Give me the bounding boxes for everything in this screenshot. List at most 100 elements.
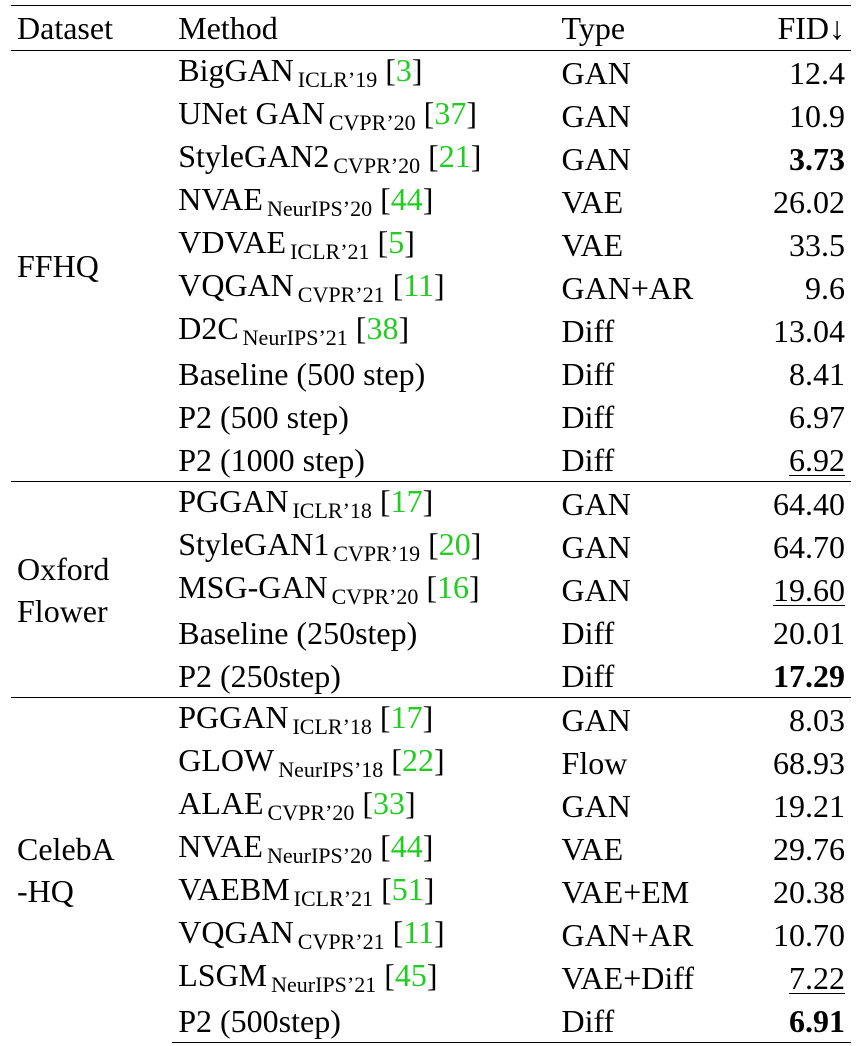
fid-value: 20.38 [773, 873, 845, 910]
fid-value: 10.9 [789, 97, 845, 134]
citation[interactable]: [45] [384, 957, 438, 993]
citation[interactable]: [5] [377, 224, 415, 260]
type-cell: GAN+AR [561, 269, 694, 306]
citation[interactable]: [37] [423, 95, 477, 131]
dataset-name: -HQ [17, 873, 74, 910]
citation-number[interactable]: 16 [437, 569, 470, 605]
citation-number[interactable]: 45 [394, 957, 427, 993]
citation-number[interactable]: 20 [438, 526, 471, 562]
citation-number[interactable]: 33 [372, 785, 405, 821]
fid-value: 12.4 [789, 54, 845, 91]
venue-subscript: NeurIPS’21 [242, 325, 348, 350]
citation-number[interactable]: 22 [401, 742, 434, 778]
citation[interactable]: [51] [381, 871, 435, 907]
method-cell: Baseline (250step) [172, 611, 561, 654]
fid-value: 8.41 [789, 355, 845, 392]
header-type: Type [561, 5, 748, 51]
table-row: P2 (500 step) Diff 6.97 [11, 395, 851, 438]
venue-subscript: NeurIPS’18 [278, 757, 384, 782]
fid-value: 6.91 [789, 1002, 845, 1039]
citation-number[interactable]: 5 [388, 224, 405, 260]
citation-number[interactable]: 3 [395, 52, 412, 88]
fid-value: 8.03 [789, 701, 845, 738]
method-name: Baseline (250step) [178, 614, 418, 651]
fid-cell: 17.29 [747, 654, 851, 698]
fid-cell: 9.6 [747, 266, 851, 309]
citation-number[interactable]: 17 [390, 699, 423, 735]
table-row: P2 (1000 step) Diff 6.92 [11, 438, 851, 482]
fid-cell: 20.38 [747, 870, 851, 913]
type-cell: VAE [561, 183, 624, 220]
dataset-name: Oxford [17, 550, 110, 587]
citation-number[interactable]: 21 [438, 138, 471, 174]
venue-subscript: CVPR’20 [333, 153, 421, 178]
method-name: NVAE [178, 828, 263, 864]
method-name: P2 (1000 step) [178, 441, 365, 478]
citation-number[interactable]: 44 [390, 828, 423, 864]
table-row: VQGAN CVPR’21 [11] GAN+AR 9.6 [11, 266, 851, 309]
fid-value: 68.93 [773, 744, 845, 781]
type-cell: Diff [561, 614, 615, 651]
citation-number[interactable]: 37 [434, 95, 467, 131]
method-cell: Baseline (500 step) [172, 352, 561, 395]
citation[interactable]: [38] [355, 310, 410, 346]
table-row: StyleGAN2 CVPR’20 [21] GAN 3.73 [11, 137, 851, 180]
method-cell: P2 (250step) [172, 654, 562, 698]
fid-value: 33.5 [789, 226, 845, 263]
citation[interactable]: [22] [391, 742, 445, 778]
citation[interactable]: [20] [428, 526, 482, 562]
method-cell: VQGAN CVPR’21 [11] [172, 913, 561, 956]
fid-cell: 19.21 [747, 784, 851, 827]
citation[interactable]: [17] [379, 699, 434, 735]
venue-subscript: CVPR’20 [267, 800, 355, 825]
method-name: PGGAN [178, 483, 289, 519]
venue-subscript: ICLR’21 [293, 886, 374, 911]
fid-value: 13.04 [773, 312, 845, 349]
type-cell: Diff [561, 312, 615, 349]
venue-subscript: ICLR’21 [290, 239, 370, 264]
fid-value: 29.76 [773, 830, 845, 867]
citation-number[interactable]: 51 [391, 871, 424, 907]
method-cell: D2C NeurIPS’21 [38] [172, 309, 561, 352]
citation[interactable]: [17] [379, 483, 434, 519]
method-cell: NVAE NeurIPS’20 [44] [172, 180, 561, 223]
method-cell: GLOW NeurIPS’18 [22] [172, 741, 561, 784]
dataset-cell: FFHQ [11, 50, 173, 482]
citation[interactable]: [3] [385, 52, 423, 88]
method-name: LSGM [178, 957, 268, 993]
venue-subscript: CVPR’19 [333, 541, 421, 566]
citation[interactable]: [11] [392, 267, 445, 303]
table-row: NVAE NeurIPS’20 [44] VAE 26.02 [11, 180, 851, 223]
dataset-cell: CelebA -HQ [11, 697, 173, 1043]
type-cell: VAE [561, 226, 624, 263]
method-name: BigGAN [178, 52, 294, 88]
method-name: MSG-GAN [178, 569, 328, 605]
method-cell: P2 (500step) [172, 999, 562, 1043]
method-name: P2 (500step) [178, 1002, 341, 1039]
fid-cell: 3.73 [747, 137, 851, 180]
header-method: Method [172, 5, 562, 51]
venue-subscript: ICLR’19 [297, 67, 378, 92]
method-name: GLOW [178, 742, 275, 778]
method-name: StyleGAN1 [178, 526, 330, 562]
method-name: VDVAE [178, 224, 287, 260]
venue-subscript: CVPR’21 [297, 282, 385, 307]
citation[interactable]: [11] [392, 914, 445, 950]
fid-cell: 64.40 [747, 481, 851, 525]
citation-number[interactable]: 44 [390, 181, 423, 217]
method-cell: P2 (500 step) [172, 395, 561, 438]
citation-number[interactable]: 38 [366, 310, 399, 346]
citation[interactable]: [44] [380, 828, 434, 864]
fid-cell: 64.70 [747, 525, 851, 568]
method-name: UNet GAN [178, 95, 325, 131]
method-cell: P2 (1000 step) [172, 438, 562, 482]
method-cell: PGGAN ICLR’18 [17] [172, 481, 562, 525]
citation-number[interactable]: 11 [403, 267, 435, 303]
citation[interactable]: [44] [380, 181, 434, 217]
citation[interactable]: [21] [428, 138, 482, 174]
citation-number[interactable]: 17 [390, 483, 423, 519]
fid-cell: 13.04 [747, 309, 851, 352]
citation[interactable]: [33] [362, 785, 416, 821]
citation-number[interactable]: 11 [403, 914, 435, 950]
citation[interactable]: [16] [426, 569, 480, 605]
